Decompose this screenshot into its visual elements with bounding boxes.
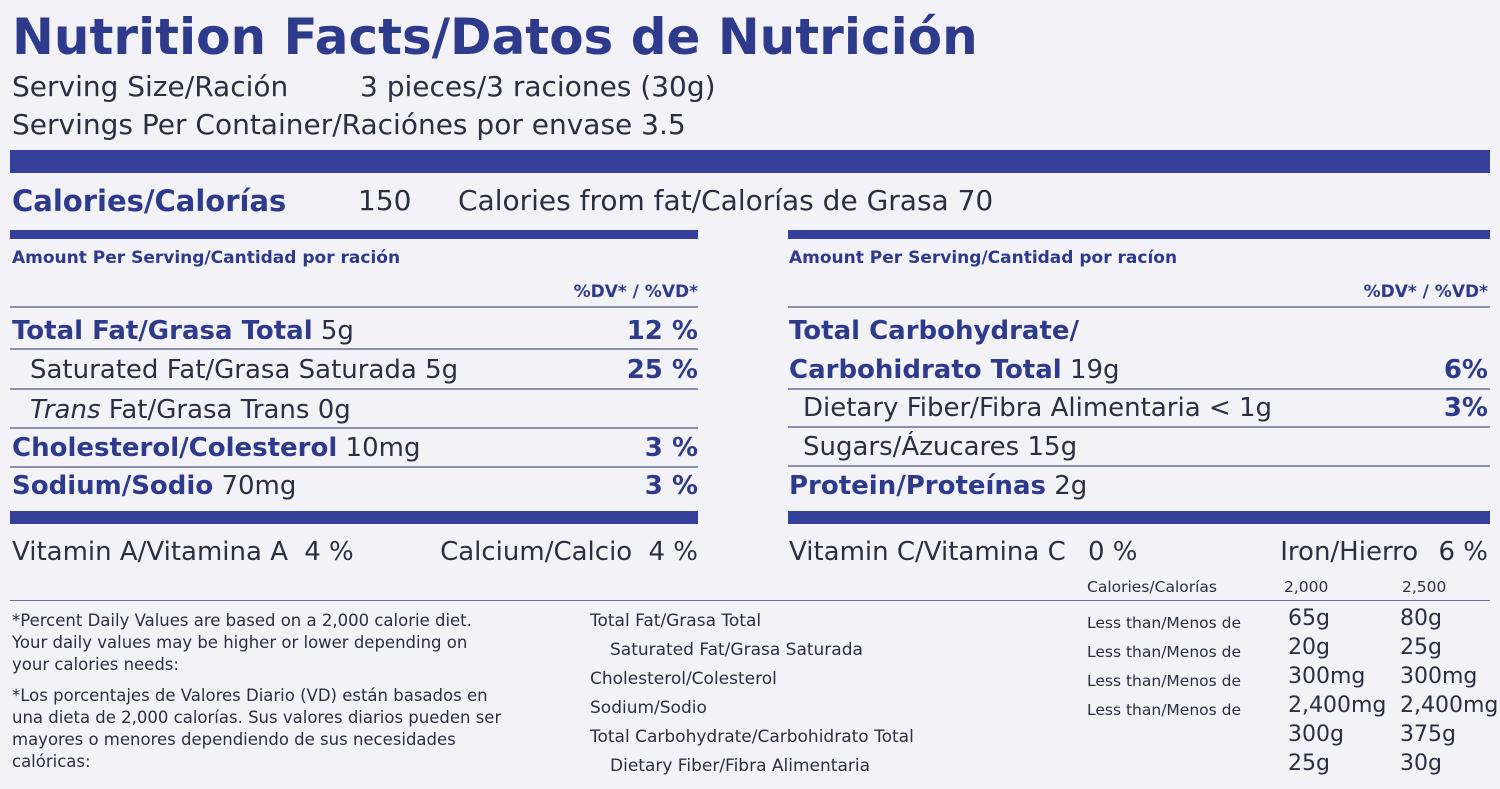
- dv-table-nutrient: Saturated Fat/Grasa Saturada: [610, 640, 863, 660]
- dv-table-2500-value: 80g: [1400, 606, 1442, 631]
- dv-table-calories-label: Calories/Calorías: [1087, 578, 1217, 596]
- dv-table-col-2500: 2,500: [1402, 578, 1447, 596]
- dv-table-limit: Less than/Menos de: [1087, 701, 1242, 719]
- nutrient-amount: 2g: [1054, 471, 1088, 501]
- right-dv-header: %DV* / %VD*: [1363, 282, 1488, 302]
- trans-italic: Trans: [30, 395, 101, 425]
- dv-table-limit: Less than/Menos de: [1087, 614, 1242, 632]
- footnote-line: calóricas:: [12, 752, 91, 771]
- nutrient-row-sodium: Sodium/Sodio 70mg: [12, 471, 296, 501]
- dv-table-nutrient: Cholesterol/Colesterol: [590, 669, 777, 689]
- vitamin-c-label: Vitamin C/Vitamina C: [789, 537, 1066, 567]
- nutrient-name: Sodium/Sodio: [12, 471, 214, 501]
- dv-table-limit: Less than/Menos de: [1087, 643, 1242, 661]
- footnote-line: mayores o menores dependiendo de sus nec…: [12, 730, 456, 749]
- nutrient-amount: 10mg: [345, 433, 421, 463]
- nutrient-name: Protein/Proteínas: [789, 471, 1046, 501]
- nutrient-row-saturated-fat: Saturated Fat/Grasa Saturada 5g: [30, 355, 458, 385]
- dv-table-nutrient: Total Fat/Grasa Total: [590, 611, 762, 631]
- nutrient-amount: 19g: [1069, 355, 1120, 385]
- calories-from-fat: Calories from fat/Calorías de Grasa 70: [458, 184, 994, 217]
- dv-table-limit: Less than/Menos de: [1087, 672, 1242, 690]
- nutrient-name: Total Fat/Grasa Total: [12, 316, 313, 346]
- right-amount-header: Amount Per Serving/Cantidad por racíon: [789, 248, 1178, 268]
- left-panel-bottom-bar: [10, 511, 698, 524]
- dv-table-nutrient: Sodium/Sodio: [590, 698, 707, 718]
- right-panel-bar: [788, 230, 1490, 239]
- dv-table-2500-value: 30g: [1400, 751, 1442, 776]
- nutrient-row-cholesterol: Cholesterol/Colesterol 10mg: [12, 433, 420, 463]
- dv-table-2000-value: 300g: [1288, 722, 1344, 747]
- calories-label: Calories/Calorías: [12, 184, 287, 218]
- right-panel-bottom-bar: [788, 511, 1490, 524]
- servings-per-container: Servings Per Container/Raciónes por enva…: [12, 108, 686, 141]
- dv-table-2000-value: 2,400mg: [1288, 693, 1387, 718]
- iron: Iron/Hierro 6 %: [1190, 537, 1488, 567]
- dv-saturated-fat: 25 %: [626, 355, 698, 385]
- footnote-line: Your daily values may be higher or lower…: [12, 633, 468, 652]
- iron-value: 6 %: [1438, 537, 1488, 567]
- dv-table-nutrient: Total Carbohydrate/Carbohidrato Total: [590, 727, 914, 747]
- left-amount-header: Amount Per Serving/Cantidad por ración: [12, 248, 401, 268]
- left-dv-header: %DV* / %VD*: [573, 282, 698, 302]
- dv-table-2500-value: 25g: [1400, 635, 1442, 660]
- footnote-line: your calories needs:: [12, 655, 179, 674]
- nutrient-row-sugars: Sugars/Ázucares 15g: [803, 432, 1078, 462]
- thick-divider: [10, 150, 1490, 173]
- dv-table-2500-value: 375g: [1400, 722, 1456, 747]
- serving-size-label: Serving Size/Ración: [12, 70, 289, 103]
- dv-table-2000-value: 25g: [1288, 751, 1330, 776]
- footnote-divider: [10, 600, 1490, 601]
- vitamin-c-value: 0 %: [1088, 537, 1138, 567]
- footnote-line: *Percent Daily Values are based on a 2,0…: [12, 611, 472, 630]
- dv-table-nutrient: Dietary Fiber/Fibra Alimentaria: [610, 756, 870, 776]
- vitamin-a-label: Vitamin A/Vitamina A: [12, 537, 288, 567]
- calcium-value: 4 %: [648, 537, 698, 567]
- label-title: Nutrition Facts/Datos de Nutrición: [12, 8, 978, 66]
- nutrient-row-total-fat: Total Fat/Grasa Total 5g: [12, 316, 354, 346]
- footnote-line: una dieta de 2,000 calorías. Sus valores…: [12, 708, 502, 727]
- left-panel-bar: [10, 230, 698, 239]
- dv-total-fat: 12 %: [626, 316, 698, 346]
- dv-table-2500-value: 2,400mg: [1400, 693, 1499, 718]
- nutrient-name: Fat/Grasa Trans 0g: [108, 395, 351, 425]
- vitamin-a-value: 4 %: [304, 537, 354, 567]
- nutrient-name: Saturated Fat/Grasa Saturada: [30, 355, 417, 385]
- iron-label: Iron/Hierro: [1280, 537, 1419, 567]
- nutrient-name: Cholesterol/Colesterol: [12, 433, 338, 463]
- calcium: Calcium/Calcio 4 %: [400, 537, 698, 567]
- dv-sodium: 3 %: [644, 471, 698, 501]
- nutrient-row-total-carbohydrate: Total Carbohydrate/: [789, 316, 1079, 346]
- vitamin-a: Vitamin A/Vitamina A 4 %: [12, 537, 354, 567]
- serving-size-value: 3 pieces/3 raciones (30g): [360, 70, 716, 103]
- nutrient-row-trans-fat: Trans Fat/Grasa Trans 0g: [30, 395, 351, 425]
- nutrient-name: Carbohidrato Total: [789, 355, 1062, 385]
- nutrient-amount: 5g: [425, 355, 459, 385]
- dv-total-carbohydrate: 6%: [1443, 355, 1488, 385]
- footnote-spanish: *Los porcentajes de Valores Diario (VD) …: [12, 685, 501, 773]
- nutrient-amount: 5g: [320, 316, 354, 346]
- dv-table-2000-value: 65g: [1288, 606, 1330, 631]
- dv-cholesterol: 3 %: [644, 433, 698, 463]
- dv-dietary-fiber: 3%: [1443, 393, 1488, 423]
- dv-table-col-2000: 2,000: [1284, 578, 1329, 596]
- nutrient-row-carbohidrato-total: Carbohidrato Total 19g: [789, 355, 1120, 385]
- dv-table-2000-value: 20g: [1288, 635, 1330, 660]
- nutrient-row-dietary-fiber: Dietary Fiber/Fibra Alimentaria < 1g: [803, 393, 1272, 423]
- vitamin-c: Vitamin C/Vitamina C 0 %: [789, 537, 1138, 567]
- dv-table-2000-value: 300mg: [1288, 664, 1366, 689]
- calcium-label: Calcium/Calcio: [440, 537, 633, 567]
- footnote-line: *Los porcentajes de Valores Diario (VD) …: [12, 686, 488, 705]
- nutrient-amount: 70mg: [221, 471, 297, 501]
- calories-value: 150: [358, 184, 412, 217]
- dv-table-2500-value: 300mg: [1400, 664, 1478, 689]
- footnote-english: *Percent Daily Values are based on a 2,0…: [12, 610, 472, 676]
- nutrient-row-protein: Protein/Proteínas 2g: [789, 471, 1087, 501]
